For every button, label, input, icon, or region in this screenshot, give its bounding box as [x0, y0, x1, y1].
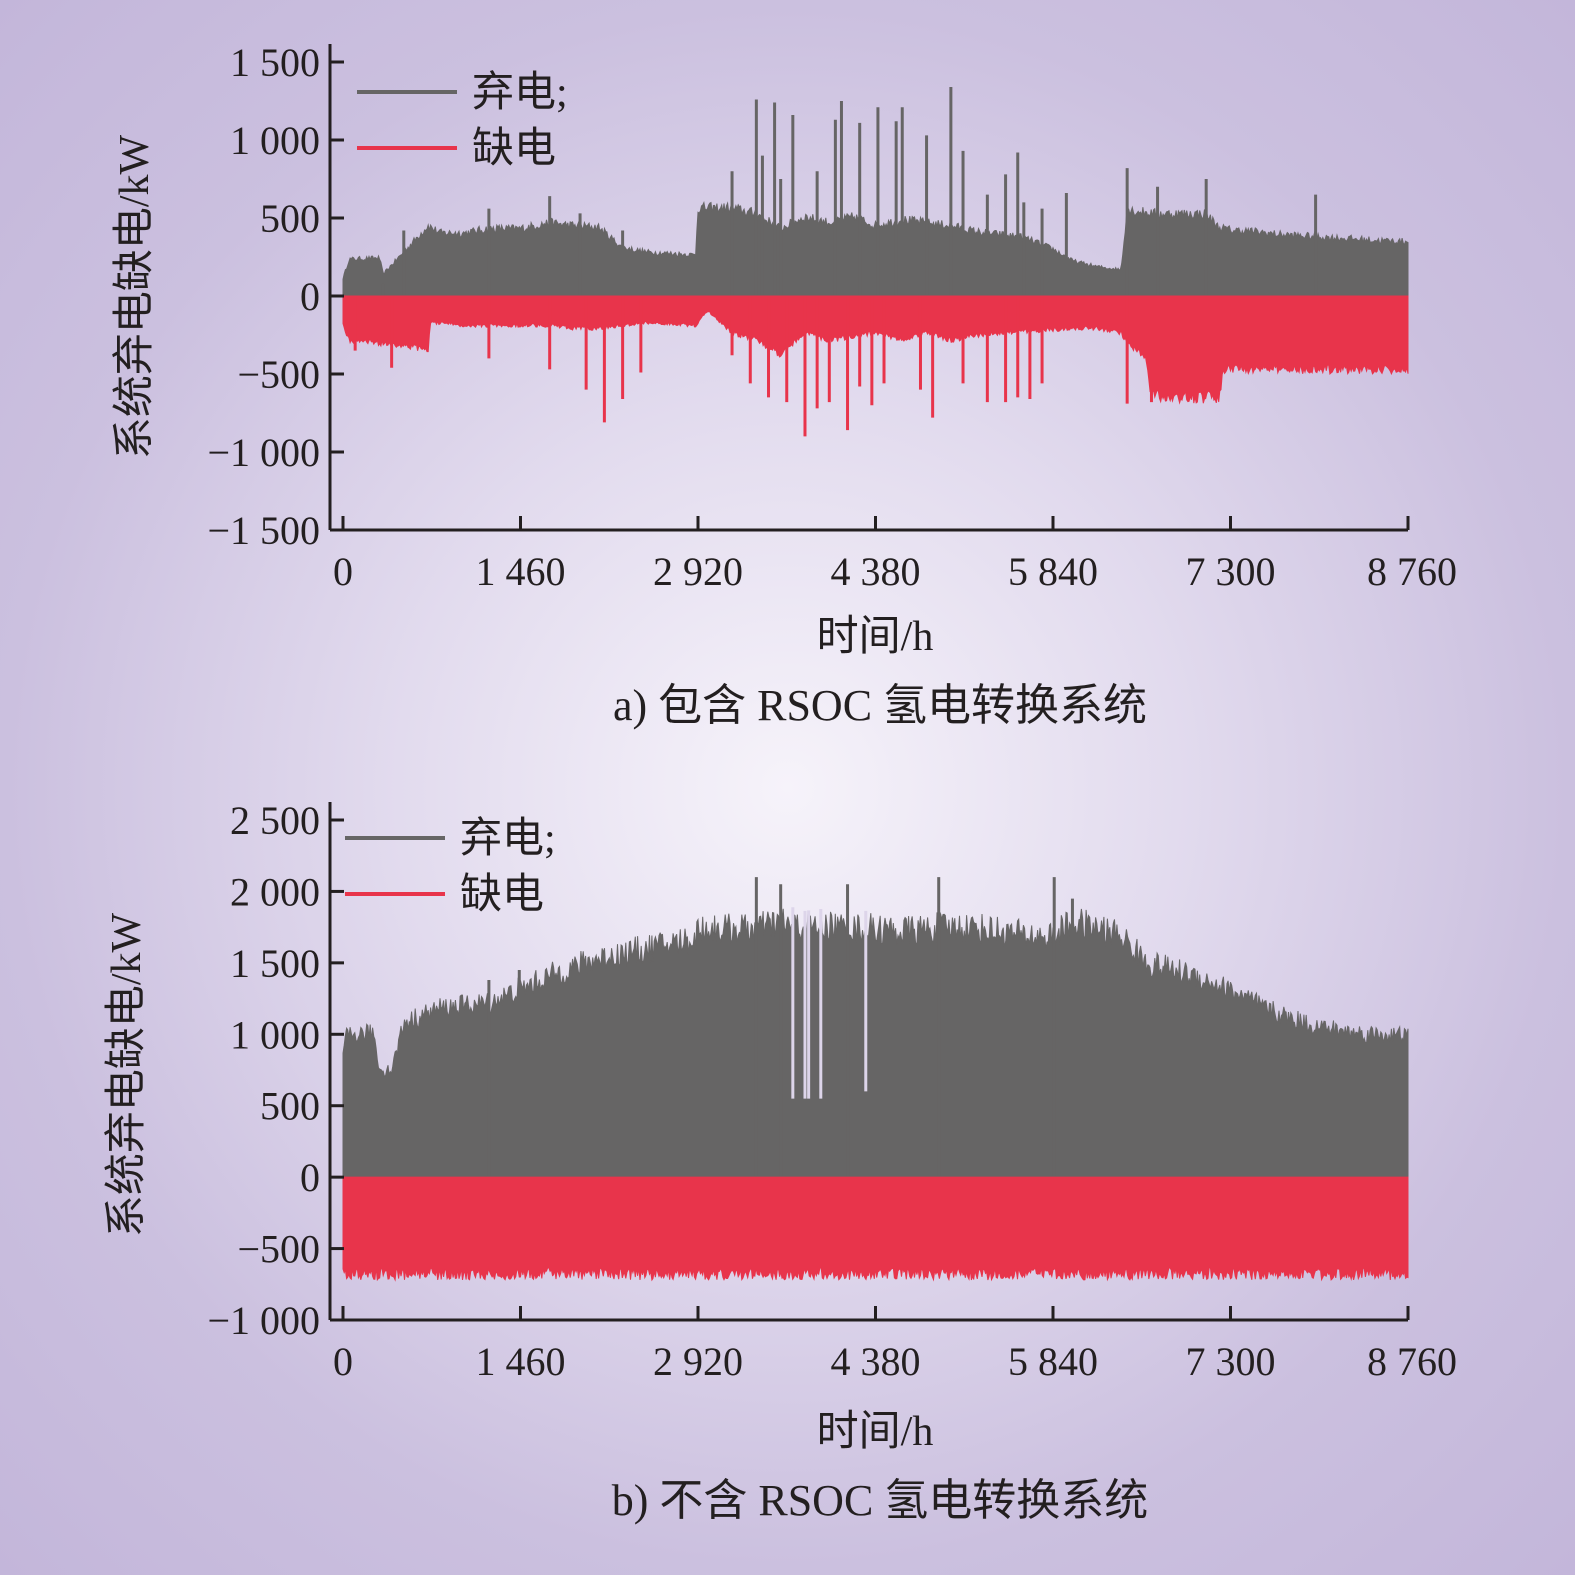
chart-panel-a: 1 500 1 000 500 0 −500 −1 000 −1 500 0 1 460 2 92… [111, 40, 1457, 730]
x-tick-label: 8 760 [1367, 549, 1457, 594]
y-tick-label: −1 500 [207, 508, 320, 553]
y-tick-label: −1 000 [207, 430, 320, 475]
y-tick-label: 1 500 [230, 941, 320, 986]
legend-label: 弃电; [460, 815, 556, 862]
series-shortage [342, 1176, 1409, 1282]
x-tick-label: 0 [333, 549, 353, 594]
x-tick-label: 5 840 [1008, 549, 1098, 594]
series-area [342, 908, 1409, 1178]
series-area [342, 295, 1409, 405]
series-shortage [342, 295, 1409, 437]
x-tick-label: 7 300 [1186, 1339, 1276, 1384]
chart-panel-b: 2 500 2 000 1 500 1 000 500 0 −500 −1 000 0 1 460… [103, 798, 1457, 1525]
legend-b: 弃电; 缺电 [345, 815, 556, 918]
series-curtailment [342, 86, 1409, 297]
tick-labels-b: 2 500 2 000 1 500 1 000 500 0 −500 −1 000 0 1 460… [207, 798, 1457, 1384]
x-tick-label: 1 460 [476, 549, 566, 594]
x-axis-title-a: 时间/h [817, 614, 934, 660]
legend-label: 缺电 [460, 872, 544, 918]
x-tick-label: 8 760 [1367, 1339, 1457, 1384]
legend-a: 弃电; 缺电 [357, 69, 568, 172]
series-area [342, 1176, 1409, 1282]
series-area [342, 201, 1409, 297]
x-tick-label: 2 920 [653, 549, 743, 594]
x-tick-label: 1 460 [476, 1339, 566, 1384]
y-axis-title-b: 系统弃电缺电/kW [103, 912, 150, 1237]
x-tick-label: 4 380 [831, 549, 921, 594]
x-axis-title-b: 时间/h [817, 1409, 934, 1455]
plot-area-b [342, 877, 1409, 1282]
axes-a [328, 44, 1410, 532]
y-tick-label: 0 [300, 274, 320, 319]
x-tick-label: 5 840 [1008, 1339, 1098, 1384]
x-tick-label: 0 [333, 1339, 353, 1384]
y-tick-label: 1 000 [230, 1012, 320, 1057]
x-tick-label: 7 300 [1186, 549, 1276, 594]
y-tick-label: −1 000 [207, 1298, 320, 1343]
y-tick-label: 1 500 [230, 40, 320, 85]
y-tick-label: 500 [260, 196, 320, 241]
caption-b: b) 不含 RSOC 氢电转换系统 [612, 1476, 1149, 1525]
legend-item: 缺电 [357, 126, 556, 172]
legend-label: 缺电 [472, 126, 556, 172]
x-tick-label: 2 920 [653, 1339, 743, 1384]
legend-item: 弃电; [357, 69, 568, 116]
y-tick-label: −500 [237, 352, 320, 397]
y-tick-label: 1 000 [230, 118, 320, 163]
y-tick-label: −500 [237, 1227, 320, 1272]
y-tick-label: 500 [260, 1084, 320, 1129]
caption-a: a) 包含 RSOC 氢电转换系统 [613, 681, 1147, 730]
axes-b [328, 802, 1410, 1322]
y-tick-label: 2 000 [230, 869, 320, 914]
legend-item: 弃电; [345, 815, 556, 862]
legend-label: 弃电; [472, 69, 568, 116]
tick-labels-a: 1 500 1 000 500 0 −500 −1 000 −1 500 0 1 460 2 92… [207, 40, 1457, 594]
y-axis-title-a: 系统弃电缺电/kW [111, 134, 158, 459]
y-tick-label: 0 [300, 1155, 320, 1200]
y-tick-label: 2 500 [230, 798, 320, 843]
x-tick-label: 4 380 [831, 1339, 921, 1384]
series-curtailment [342, 877, 1409, 1178]
legend-item: 缺电 [345, 872, 544, 918]
plot-area-a [342, 86, 1409, 437]
